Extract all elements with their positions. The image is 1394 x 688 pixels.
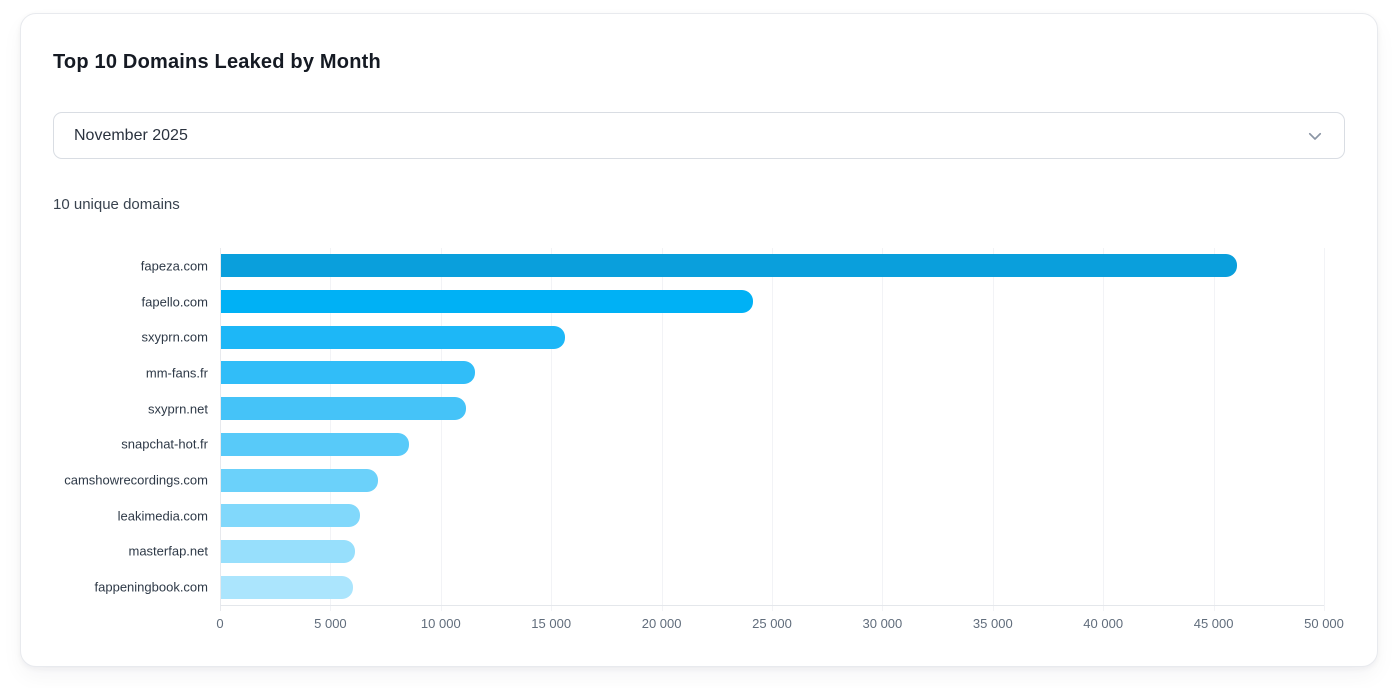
bar-category-label: fappeningbook.com bbox=[94, 579, 208, 595]
page-title: Top 10 Domains Leaked by Month bbox=[53, 51, 381, 73]
chart-gridline bbox=[772, 248, 773, 611]
x-axis-tick-label: 30 000 bbox=[862, 616, 903, 631]
chevron-down-icon bbox=[1308, 132, 1322, 140]
bar-leakimedia.com bbox=[221, 504, 361, 528]
bar-chart: 0 5 000 10 000 15 000 20 000 25 000 30 000 35 0… bbox=[21, 248, 1377, 658]
x-axis-tick-label: 15 000 bbox=[531, 616, 572, 631]
bar-category-label: mm-fans.fr bbox=[145, 365, 208, 381]
bar-camshowrecordings.com bbox=[221, 468, 378, 492]
chart-gridline bbox=[220, 248, 221, 611]
x-axis-tick-label: 40 000 bbox=[1083, 616, 1124, 631]
bar-category-label: sxyprn.com bbox=[141, 329, 208, 345]
bar-snapchat-hot.fr bbox=[221, 432, 409, 456]
x-axis-tick-label: 5 000 bbox=[314, 616, 347, 631]
x-axis-tick-label: 0 bbox=[216, 616, 224, 631]
chart-gridline bbox=[440, 248, 442, 611]
month-dropdown-value: November 2025 bbox=[74, 126, 188, 144]
bar-fapeza.com bbox=[221, 254, 1237, 278]
bar-category-label: sxyprn.net bbox=[148, 401, 208, 417]
chart-gridline bbox=[882, 248, 884, 611]
bar-sxyprn.net bbox=[221, 397, 467, 421]
x-axis-tick-label: 35 000 bbox=[972, 616, 1013, 631]
chart-gridline bbox=[661, 248, 663, 611]
x-axis-tick-label: 25 000 bbox=[752, 616, 792, 631]
chart-card: Top 10 Domains Leaked by Month November … bbox=[20, 13, 1378, 667]
bar-mm-fans.fr bbox=[221, 361, 475, 385]
x-axis-tick-label: 45 000 bbox=[1193, 616, 1234, 631]
plot-area bbox=[220, 248, 1325, 611]
bar-fapello.com bbox=[221, 290, 754, 314]
unique-domains-count: 10 unique domains bbox=[53, 196, 180, 213]
chart-gridline bbox=[330, 248, 332, 611]
bar-category-label: snapchat-hot.fr bbox=[121, 436, 208, 452]
x-axis-tick-label: 10 000 bbox=[420, 616, 461, 631]
bar-category-label: camshowrecordings.com bbox=[64, 472, 208, 488]
x-axis-line bbox=[220, 605, 1324, 606]
chart-gridline bbox=[1213, 248, 1215, 611]
bar-category-label: leakimedia.com bbox=[117, 508, 208, 524]
x-axis-tick-label: 50 000 bbox=[1304, 616, 1344, 631]
chart-gridline bbox=[1324, 248, 1325, 611]
bar-category-label: fapello.com bbox=[141, 294, 208, 310]
bar-category-label: fapeza.com bbox=[140, 258, 208, 274]
bar-fappeningbook.com bbox=[221, 575, 354, 599]
bar-sxyprn.com bbox=[221, 325, 566, 349]
chart-gridline bbox=[1103, 248, 1105, 611]
month-dropdown[interactable]: November 2025 bbox=[53, 112, 1345, 159]
x-axis-tick-label: 20 000 bbox=[641, 616, 682, 631]
bar-category-label: masterfap.net bbox=[128, 543, 209, 559]
bar-masterfap.net bbox=[221, 539, 355, 563]
chart-gridline bbox=[992, 248, 994, 611]
chart-gridline bbox=[551, 248, 553, 611]
